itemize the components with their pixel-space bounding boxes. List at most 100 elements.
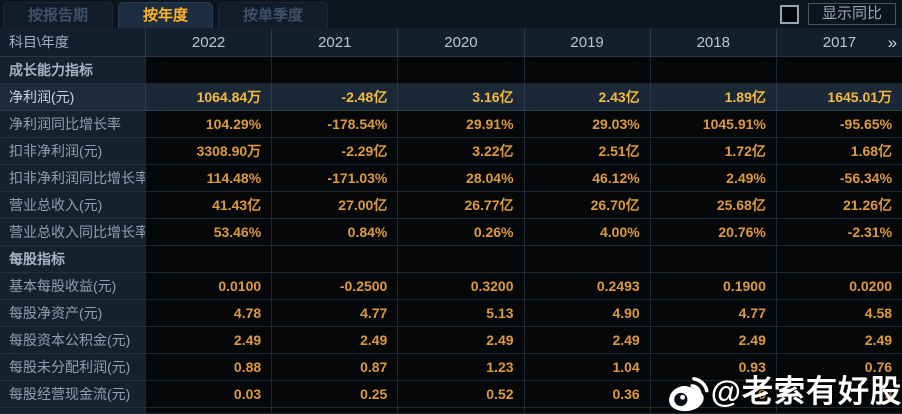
table-row-partial bbox=[0, 408, 902, 414]
value-cell: -171.03% bbox=[271, 165, 398, 192]
value-cell: 28.04% bbox=[397, 165, 524, 192]
value-cell: 5.13 bbox=[397, 300, 524, 327]
value-cell: 9 bbox=[775, 381, 902, 408]
value-cell bbox=[775, 246, 902, 273]
row-label: 每股资本公积金(元) bbox=[0, 327, 145, 354]
row-label: 每股指标 bbox=[0, 246, 145, 273]
value-cell: 3308.90万 bbox=[145, 138, 272, 165]
value-cell: 1045.91% bbox=[649, 111, 776, 138]
value-cell: 21.26亿 bbox=[775, 192, 902, 219]
table-row[interactable]: 营业总收入同比增长率 53.46% 0.84% 0.26% 4.00% 20.76% -2.… bbox=[0, 219, 902, 246]
value-cell: 4.90 bbox=[523, 300, 650, 327]
value-cell: 114.48% bbox=[145, 165, 272, 192]
row-label: 扣非净利润同比增长率 bbox=[0, 165, 145, 192]
value-cell: 1064.84万 bbox=[145, 84, 272, 111]
show-yoy-button[interactable]: 显示同比 bbox=[807, 3, 896, 25]
value-cell: 2.49 bbox=[775, 327, 902, 354]
value-cell bbox=[649, 57, 776, 84]
row-label: 基本每股收益(元) bbox=[0, 273, 145, 300]
value-cell: 0.88 bbox=[145, 354, 272, 381]
table-header-row: 科目\年度 2022 2021 2020 2019 2018 2017» bbox=[0, 28, 902, 57]
more-years-button[interactable]: » bbox=[887, 33, 898, 52]
value-cell bbox=[775, 57, 902, 84]
row-label: 营业总收入同比增长率 bbox=[0, 219, 145, 246]
value-cell: 1.23 bbox=[397, 354, 524, 381]
value-cell: 0.0100 bbox=[145, 273, 272, 300]
value-cell: 0.76 bbox=[775, 354, 902, 381]
value-cell: 1.89亿 bbox=[649, 84, 776, 111]
value-cell: 0.2493 bbox=[523, 273, 650, 300]
row-label: 每股未分配利润(元) bbox=[0, 354, 145, 381]
table-row[interactable]: 成长能力指标 bbox=[0, 57, 902, 84]
tab-quarterly[interactable]: 按单季度 bbox=[218, 2, 329, 28]
value-cell: 1.72亿 bbox=[649, 138, 776, 165]
value-cell: 25.68亿 bbox=[649, 192, 776, 219]
table-row[interactable]: 净利润同比增长率 104.29% -178.54% 29.91% 29.03% 1045.… bbox=[0, 111, 902, 138]
value-cell bbox=[271, 57, 398, 84]
value-cell bbox=[523, 408, 650, 414]
year-header-cells: 2022 2021 2020 2019 2018 2017» bbox=[145, 28, 902, 56]
row-label: 每股净资产(元) bbox=[0, 300, 145, 327]
value-cell: 3.16亿 bbox=[397, 84, 524, 111]
value-cell: 1.04 bbox=[523, 354, 650, 381]
value-cell: 2.49% bbox=[649, 165, 776, 192]
table-row[interactable]: 每股净资产(元) 4.78 4.77 5.13 4.90 4.77 4.58 bbox=[0, 300, 902, 327]
value-cell: 0.52 bbox=[397, 381, 524, 408]
value-cell: -2.29亿 bbox=[271, 138, 398, 165]
value-cell: 0.0200 bbox=[775, 273, 902, 300]
value-cell: 41.43亿 bbox=[145, 192, 272, 219]
table-row[interactable]: 每股资本公积金(元) 2.49 2.49 2.49 2.49 2.49 2.49 bbox=[0, 327, 902, 354]
tab-report-period[interactable]: 按报告期 bbox=[3, 2, 114, 28]
value-cell: 2.49 bbox=[271, 327, 398, 354]
value-cell: -2.48亿 bbox=[271, 84, 398, 111]
table-row[interactable]: 净利润(元) 1064.84万 -2.48亿 3.16亿 2.43亿 1.89亿 1645.… bbox=[0, 84, 902, 111]
value-cell: 26.70亿 bbox=[523, 192, 650, 219]
table-row[interactable]: 基本每股收益(元) 0.0100 -0.2500 0.3200 0.2493 0.1900… bbox=[0, 273, 902, 300]
value-cell: 20.76% bbox=[649, 219, 776, 246]
value-cell: 104.29% bbox=[145, 111, 272, 138]
corner-header-label: 科目\年度 bbox=[9, 34, 69, 50]
tab-bar: 按报告期 按年度 按单季度 显示同比 bbox=[0, 0, 902, 28]
row-label: 成长能力指标 bbox=[0, 57, 145, 84]
value-cell: 2.43亿 bbox=[523, 84, 650, 111]
value-cell: 3.22亿 bbox=[397, 138, 524, 165]
row-label: 净利润(元) bbox=[0, 84, 145, 111]
value-cell bbox=[145, 408, 272, 414]
value-cell: 0.03 bbox=[145, 381, 272, 408]
value-cell: 0.26% bbox=[397, 219, 524, 246]
show-yoy-checkbox[interactable] bbox=[779, 4, 799, 24]
value-cell: 0.93 bbox=[649, 354, 776, 381]
table-row[interactable]: 营业总收入(元) 41.43亿 27.00亿 26.77亿 26.70亿 25.68亿 21… bbox=[0, 192, 902, 219]
value-cell: 4.78 bbox=[145, 300, 272, 327]
value-cell bbox=[271, 408, 398, 414]
value-cell: 46.12% bbox=[523, 165, 650, 192]
row-label: 净利润同比增长率 bbox=[0, 111, 145, 138]
table-row[interactable]: 每股指标 bbox=[0, 246, 902, 273]
table-row[interactable]: 扣非净利润(元) 3308.90万 -2.29亿 3.22亿 2.51亿 1.72亿 1.6… bbox=[0, 138, 902, 165]
value-cell: 4.77 bbox=[649, 300, 776, 327]
table-row[interactable]: 每股经营现金流(元) 0.03 0.25 0.52 0.36 0 9 bbox=[0, 381, 902, 408]
table-row[interactable]: 扣非净利润同比增长率 114.48% -171.03% 28.04% 46.12% 2.4… bbox=[0, 165, 902, 192]
value-cell: 27.00亿 bbox=[271, 192, 398, 219]
value-cell: 0.36 bbox=[523, 381, 650, 408]
row-label: 扣非净利润(元) bbox=[0, 138, 145, 165]
value-cell: -0.2500 bbox=[271, 273, 398, 300]
value-cell bbox=[145, 57, 272, 84]
table-row[interactable]: 每股未分配利润(元) 0.88 0.87 1.23 1.04 0.93 0.76 bbox=[0, 354, 902, 381]
value-cell bbox=[649, 408, 776, 414]
value-cell bbox=[271, 246, 398, 273]
tab-annual[interactable]: 按年度 bbox=[118, 2, 214, 28]
year-header-2021: 2021 bbox=[271, 28, 397, 56]
value-cell: -178.54% bbox=[271, 111, 398, 138]
value-cell bbox=[397, 57, 524, 84]
value-cell: 0 bbox=[649, 381, 776, 408]
year-header-2019: 2019 bbox=[523, 28, 650, 56]
value-cell: 0.84% bbox=[271, 219, 398, 246]
table-body: 成长能力指标 净利润(元) 1064.84万 -2.48亿 3.16亿 2.43亿 1.89… bbox=[0, 57, 902, 414]
value-cell: 2.51亿 bbox=[523, 138, 650, 165]
value-cell: 0.87 bbox=[271, 354, 398, 381]
value-cell bbox=[523, 57, 650, 84]
value-cell bbox=[397, 246, 524, 273]
value-cell: 4.00% bbox=[523, 219, 650, 246]
